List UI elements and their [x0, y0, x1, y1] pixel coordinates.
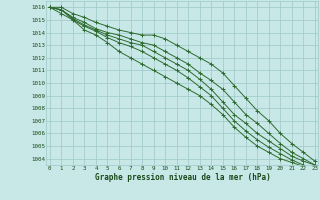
X-axis label: Graphe pression niveau de la mer (hPa): Graphe pression niveau de la mer (hPa) [94, 173, 270, 182]
